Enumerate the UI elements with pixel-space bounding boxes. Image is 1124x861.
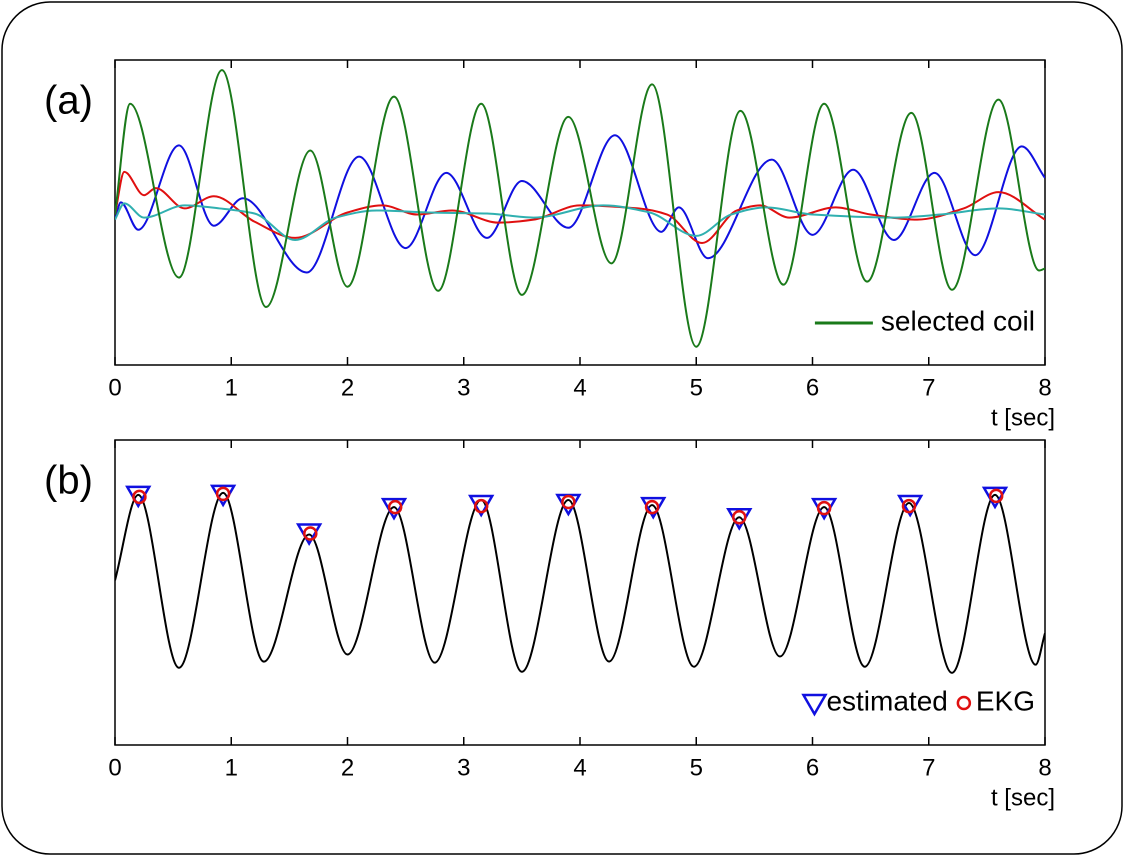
marker-circle xyxy=(988,488,1004,504)
panel: (a) 0 1 2 3 4 5 6 7 8 t [sec] selected coil xyxy=(44,59,1055,431)
x-tick-label: 3 xyxy=(457,754,470,781)
marker-circle xyxy=(473,498,489,514)
x-tick-label: 1 xyxy=(225,374,238,401)
x-tick-label: 7 xyxy=(922,374,935,401)
marker-circle xyxy=(732,510,747,525)
legend-label: estimated xyxy=(826,685,947,716)
x-tick-label: 0 xyxy=(108,374,121,401)
x-tick-label: 5 xyxy=(690,754,703,781)
marker-circle xyxy=(816,500,832,516)
panel-label: (a) xyxy=(44,79,93,123)
legend-label: selected coil xyxy=(881,305,1035,336)
legend-label: EKG xyxy=(976,685,1035,716)
x-tick-label: 3 xyxy=(457,374,470,401)
x-tick-label: 8 xyxy=(1038,754,1051,781)
panel: (b) 0 1 2 3 4 5 6 7 8 t [sec] estimated EKG xyxy=(44,439,1055,811)
legend: selected coil xyxy=(814,305,1035,336)
series-line xyxy=(115,202,1045,241)
x-tick-label: 1 xyxy=(225,754,238,781)
marker-circle xyxy=(901,498,917,514)
x-tick-label: 6 xyxy=(806,754,819,781)
series-line xyxy=(115,491,1045,674)
x-axis-label: t [sec] xyxy=(991,404,1055,431)
marker-circle xyxy=(956,695,972,711)
x-tick-label: 4 xyxy=(573,754,586,781)
x-tick-label: 0 xyxy=(108,754,121,781)
marker-circle xyxy=(303,526,318,541)
x-tick-label: 2 xyxy=(341,754,354,781)
x-tick-label: 4 xyxy=(573,374,586,401)
panel-label: (b) xyxy=(44,459,93,503)
marker-circle xyxy=(132,489,147,505)
series-line xyxy=(115,134,1045,274)
x-tick-label: 8 xyxy=(1038,374,1051,401)
marker-triangle xyxy=(801,693,828,717)
marker-circle xyxy=(644,499,660,515)
marker-circle xyxy=(561,494,576,510)
series-line xyxy=(115,69,1045,348)
x-tick-label: 2 xyxy=(341,374,354,401)
x-tick-label: 5 xyxy=(690,374,703,401)
x-axis-label: t [sec] xyxy=(991,784,1055,811)
marker-circle xyxy=(387,499,403,515)
x-tick-label: 6 xyxy=(806,374,819,401)
legend: estimated EKG xyxy=(801,685,1035,717)
x-tick-label: 7 xyxy=(922,754,935,781)
plot-area xyxy=(114,439,1046,746)
marker-circle xyxy=(215,486,231,502)
